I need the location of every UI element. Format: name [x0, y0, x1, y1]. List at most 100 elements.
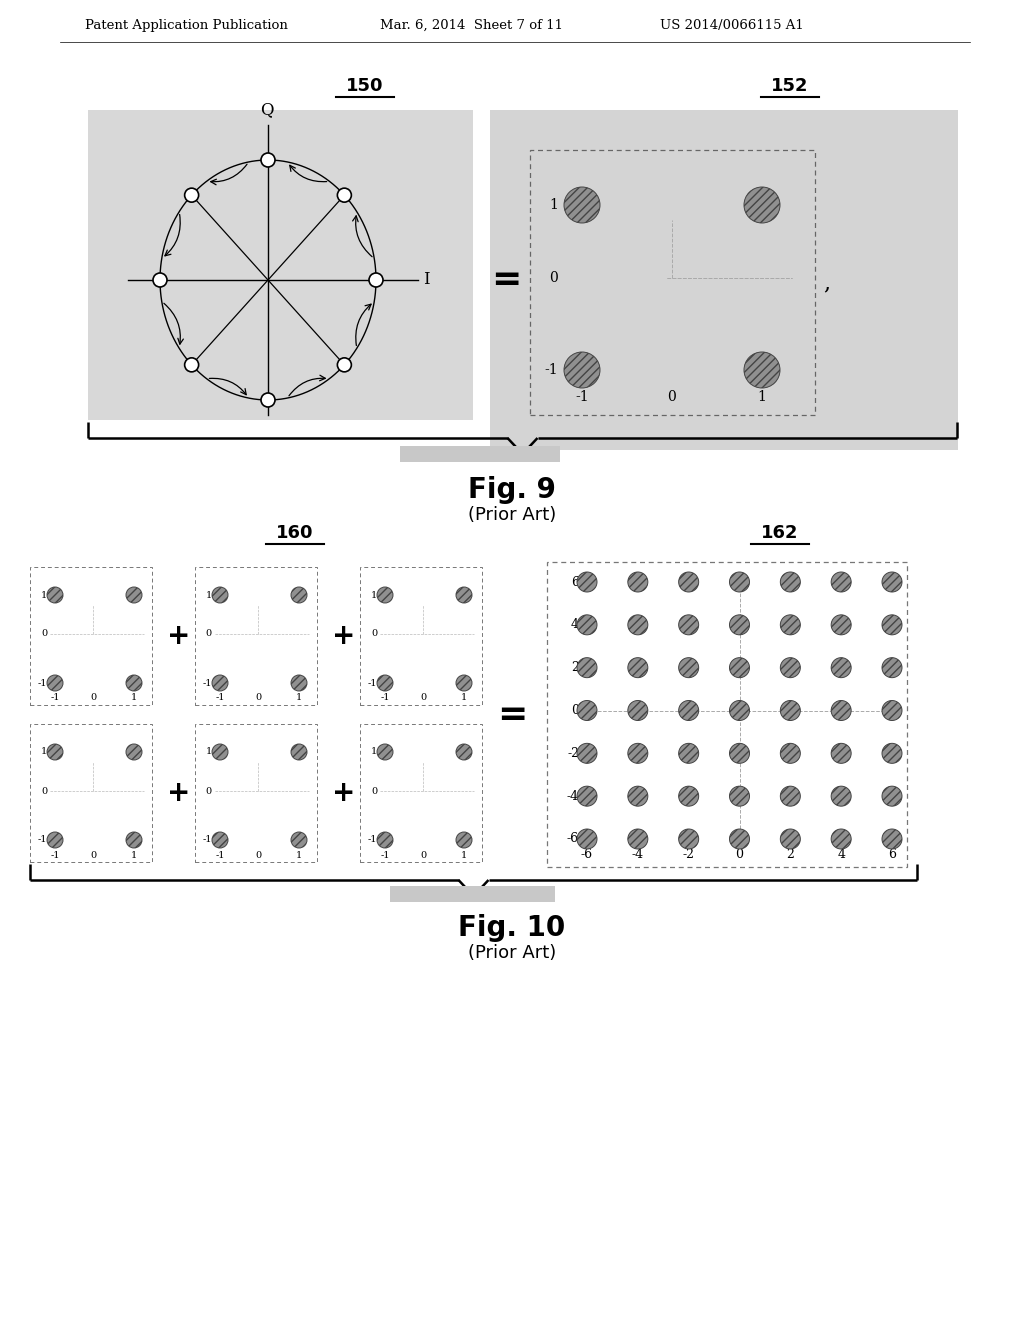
- Text: -1: -1: [203, 678, 212, 688]
- Circle shape: [628, 701, 648, 721]
- Circle shape: [261, 153, 275, 168]
- Circle shape: [261, 393, 275, 407]
- Circle shape: [628, 615, 648, 635]
- Circle shape: [212, 675, 228, 690]
- Circle shape: [628, 657, 648, 677]
- Text: -1: -1: [575, 389, 589, 404]
- Text: 1: 1: [758, 389, 766, 404]
- Text: 160: 160: [276, 524, 313, 543]
- Circle shape: [729, 572, 750, 591]
- Text: 1: 1: [461, 693, 467, 702]
- Text: 150: 150: [346, 77, 384, 95]
- Text: 0: 0: [90, 693, 96, 702]
- Circle shape: [577, 787, 597, 807]
- Bar: [490, 110, 958, 450]
- Text: 0: 0: [206, 787, 212, 796]
- Text: 0: 0: [90, 850, 96, 859]
- Text: -1: -1: [215, 693, 224, 702]
- Circle shape: [577, 701, 597, 721]
- Text: -1: -1: [38, 678, 47, 688]
- Circle shape: [679, 615, 698, 635]
- Circle shape: [831, 829, 851, 849]
- Circle shape: [212, 832, 228, 847]
- Circle shape: [126, 832, 142, 847]
- Circle shape: [780, 572, 801, 591]
- Text: 0: 0: [255, 850, 261, 859]
- Text: -1: -1: [368, 836, 377, 845]
- Text: Fig. 9: Fig. 9: [468, 477, 556, 504]
- Text: Patent Application Publication: Patent Application Publication: [85, 18, 288, 32]
- Text: 162: 162: [761, 524, 799, 543]
- Circle shape: [679, 787, 698, 807]
- Text: 0: 0: [371, 630, 377, 639]
- Text: 4: 4: [571, 618, 579, 631]
- Circle shape: [729, 787, 750, 807]
- Text: 0: 0: [735, 847, 743, 861]
- Text: =: =: [490, 263, 521, 297]
- Text: 0: 0: [41, 787, 47, 796]
- Circle shape: [744, 352, 780, 388]
- Text: (Prior Art): (Prior Art): [468, 944, 556, 962]
- Text: -6: -6: [567, 833, 579, 846]
- Circle shape: [780, 743, 801, 763]
- Circle shape: [456, 587, 472, 603]
- Circle shape: [628, 572, 648, 591]
- Circle shape: [291, 744, 307, 760]
- Text: 0: 0: [420, 850, 426, 859]
- Circle shape: [729, 657, 750, 677]
- Text: 0: 0: [371, 787, 377, 796]
- Circle shape: [47, 832, 63, 847]
- Text: 0: 0: [549, 271, 558, 285]
- Circle shape: [780, 829, 801, 849]
- Circle shape: [456, 675, 472, 690]
- Circle shape: [577, 743, 597, 763]
- Text: -1: -1: [545, 363, 558, 378]
- Circle shape: [882, 572, 902, 591]
- Circle shape: [780, 657, 801, 677]
- Text: 6: 6: [571, 576, 579, 589]
- Circle shape: [577, 829, 597, 849]
- Text: -4: -4: [567, 789, 579, 803]
- Text: -1: -1: [38, 836, 47, 845]
- Circle shape: [456, 832, 472, 847]
- Circle shape: [564, 352, 600, 388]
- Text: 1: 1: [296, 693, 302, 702]
- Text: Fig. 10: Fig. 10: [459, 913, 565, 942]
- Text: -1: -1: [215, 850, 224, 859]
- Circle shape: [780, 787, 801, 807]
- Text: 6: 6: [888, 847, 896, 861]
- Circle shape: [679, 829, 698, 849]
- Text: 1: 1: [549, 198, 558, 213]
- Text: -1: -1: [50, 693, 59, 702]
- Circle shape: [377, 832, 393, 847]
- Circle shape: [291, 832, 307, 847]
- Text: -4: -4: [632, 847, 644, 861]
- Circle shape: [212, 744, 228, 760]
- Text: 1: 1: [131, 693, 137, 702]
- Circle shape: [882, 657, 902, 677]
- Circle shape: [882, 701, 902, 721]
- Text: 1: 1: [206, 590, 212, 599]
- Circle shape: [831, 657, 851, 677]
- Circle shape: [744, 187, 780, 223]
- Circle shape: [126, 744, 142, 760]
- Text: (Prior Art): (Prior Art): [468, 506, 556, 524]
- Text: 1: 1: [206, 747, 212, 756]
- Text: -1: -1: [50, 850, 59, 859]
- Circle shape: [153, 273, 167, 286]
- Circle shape: [577, 572, 597, 591]
- Text: 0: 0: [206, 630, 212, 639]
- Circle shape: [291, 675, 307, 690]
- Circle shape: [377, 675, 393, 690]
- Circle shape: [729, 743, 750, 763]
- Text: 1: 1: [296, 850, 302, 859]
- Text: 0: 0: [255, 693, 261, 702]
- Text: 1: 1: [131, 850, 137, 859]
- Circle shape: [337, 189, 351, 202]
- Circle shape: [831, 787, 851, 807]
- Text: 1: 1: [371, 747, 377, 756]
- Circle shape: [679, 572, 698, 591]
- Text: 0: 0: [420, 693, 426, 702]
- Circle shape: [377, 744, 393, 760]
- Circle shape: [628, 829, 648, 849]
